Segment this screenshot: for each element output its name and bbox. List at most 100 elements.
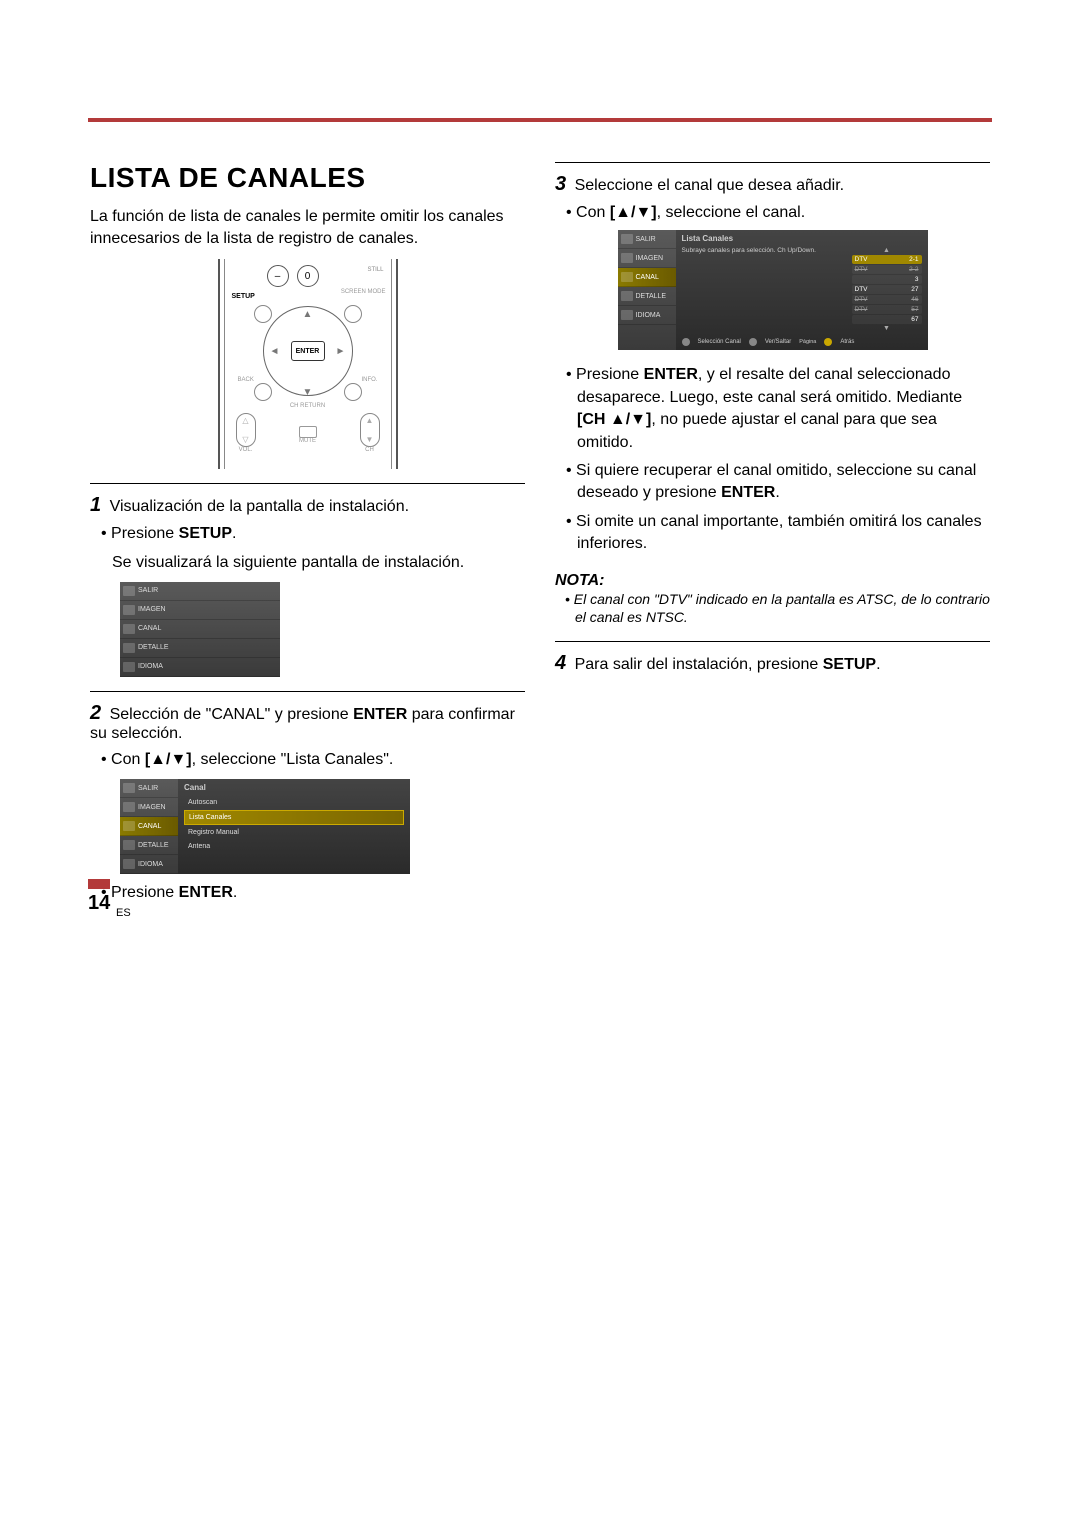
step-2-text-b: ENTER	[353, 706, 407, 723]
ch-type: DTV	[855, 306, 868, 313]
page-number: 14	[88, 892, 110, 915]
ch-type: DTV	[855, 266, 868, 273]
channel-icon	[123, 624, 135, 634]
osd2-label-1: IMAGEN	[138, 804, 166, 811]
foot-dot-icon	[749, 338, 757, 346]
remote-border-l	[224, 259, 225, 469]
step-2-b1-c: , seleccione "Lista Canales".	[192, 751, 394, 768]
foot-4: Atrás	[840, 339, 854, 345]
osd-lista-canales: SALIR IMAGEN CANAL DETALLE IDIOMA Lista …	[618, 230, 928, 350]
vol-rocker: △▽	[236, 413, 256, 447]
scroll-up-icon: ▲	[852, 247, 922, 254]
step-1: 1 Visualización de la pantalla de instal…	[90, 494, 525, 517]
osd2-label-2: CANAL	[138, 823, 161, 830]
detail-icon	[123, 643, 135, 653]
osd-canal-title: Canal	[184, 783, 404, 792]
ch-type: DTV	[855, 286, 868, 293]
osd-item-idioma: IDIOMA	[120, 658, 280, 677]
step-3-para-2: Si quiere recuperar el canal omitido, se…	[555, 460, 990, 505]
remote-figure: – 0 STILL SETUP SCREEN MODE ▲ ▼ ◄ ►	[90, 259, 525, 469]
step-2b-bullet: Presione ENTER.	[90, 882, 525, 904]
osd3-footer: Selección Canal Ver/Saltar Página Atrás	[682, 338, 922, 346]
channel-row: DTV 46	[852, 295, 922, 304]
info-label: INFO.	[362, 377, 378, 383]
osd3-channel-list: ▲ DTV2-1 DTV2-2 3 DTV27 DTV46 DTV57 67 ▼	[852, 247, 922, 332]
osd2-label-0: SALIR	[138, 785, 158, 792]
zero-button: 0	[297, 265, 319, 287]
step-4: 4 Para salir del instalación, presione S…	[555, 652, 990, 675]
channel-row: DTV 2-1	[852, 255, 922, 264]
osd3-label-1: IMAGEN	[636, 255, 664, 262]
ch-return-label: CH RETURN	[228, 403, 388, 409]
page-accent-bar	[88, 879, 110, 889]
remote-control: – 0 STILL SETUP SCREEN MODE ▲ ▼ ◄ ►	[218, 259, 398, 469]
osd-label-canal: CANAL	[138, 625, 161, 632]
osd-item: IDIOMA	[618, 306, 676, 325]
step-1-b1-a: Presione	[111, 525, 179, 542]
osd-item: IDIOMA	[120, 855, 178, 874]
detail-icon	[621, 291, 633, 301]
osd3-desc: Subraye canales para selección. Ch Up/Do…	[682, 247, 846, 332]
step-3-b1-b: [▲/▼]	[610, 204, 657, 221]
osd-opt-antena: Antena	[184, 840, 404, 853]
step-3-para-3: Si omite un canal importante, también om…	[555, 511, 990, 556]
vol-label: VOL.	[236, 447, 256, 453]
exit-icon	[621, 234, 633, 244]
ch-num: 46	[911, 296, 918, 303]
image-icon	[123, 605, 135, 615]
back-label: BACK	[238, 377, 254, 383]
vol-group: △▽ VOL.	[236, 413, 256, 453]
language-icon	[123, 662, 135, 672]
osd-setup-side: SALIR IMAGEN CANAL DETALLE IDIOMA	[120, 582, 280, 677]
step-2-bullet-1: Con [▲/▼], seleccione "Lista Canales".	[90, 749, 525, 771]
step-1-num: 1	[90, 494, 101, 516]
osd-item: IMAGEN	[618, 249, 676, 268]
dpad: ▲ ▼ ◄ ► ENTER BACK INFO.	[228, 301, 388, 401]
back-button	[254, 383, 272, 401]
step-1-b1-b: SETUP	[179, 525, 232, 542]
step-1-text: Visualización de la pantalla de instalac…	[110, 498, 409, 515]
exit-icon	[123, 783, 135, 793]
nota-label: NOTA:	[555, 572, 990, 590]
channel-row: DTV 2-2	[852, 265, 922, 274]
ch-type: DTV	[855, 296, 868, 303]
osd-label-imagen: IMAGEN	[138, 606, 166, 613]
s3p2-b: ENTER	[721, 484, 775, 501]
s3p1-b: ENTER	[644, 366, 698, 383]
s3p3: Si omite un canal importante, también om…	[576, 513, 982, 552]
detail-icon	[123, 840, 135, 850]
step-3-num: 3	[555, 173, 566, 195]
image-icon	[123, 802, 135, 812]
minus-button: –	[267, 265, 289, 287]
left-column: LISTA DE CANALES La función de lista de …	[90, 120, 525, 911]
step-2b-b: ENTER	[179, 884, 233, 901]
osd3-label-0: SALIR	[636, 236, 656, 243]
osd-label-salir: SALIR	[138, 587, 158, 594]
osd3-label-2: CANAL	[636, 274, 659, 281]
step-4-num: 4	[555, 652, 566, 674]
osd3-label-4: IDIOMA	[636, 312, 661, 319]
channel-row: 67	[852, 315, 922, 324]
setup-button	[254, 305, 272, 323]
channel-icon	[621, 272, 633, 282]
foot-3: Página	[799, 339, 816, 345]
foot-2: Ver/Saltar	[765, 339, 791, 345]
ch-label: CH	[360, 447, 380, 453]
channel-row: DTV 27	[852, 285, 922, 294]
channel-icon	[123, 821, 135, 831]
ch-num: 2-2	[909, 266, 918, 273]
step-4-text-c: .	[876, 656, 880, 673]
step-1-bullet-1: Presione SETUP.	[90, 523, 525, 545]
step-2b-a: Presione	[111, 884, 179, 901]
right-column: 3 Seleccione el canal que desea añadir. …	[555, 120, 990, 911]
screen-mode-button	[344, 305, 362, 323]
s3p2-c: .	[775, 484, 779, 501]
ch-num: 27	[911, 286, 918, 293]
ch-group: ▲▼ CH	[360, 413, 380, 453]
setup-label: SETUP	[232, 293, 255, 300]
dpad-left: ◄	[268, 344, 282, 358]
page-title: LISTA DE CANALES	[90, 162, 525, 194]
ch-type: DTV	[855, 256, 868, 263]
ch-num: 2-1	[909, 256, 918, 263]
language-icon	[123, 859, 135, 869]
